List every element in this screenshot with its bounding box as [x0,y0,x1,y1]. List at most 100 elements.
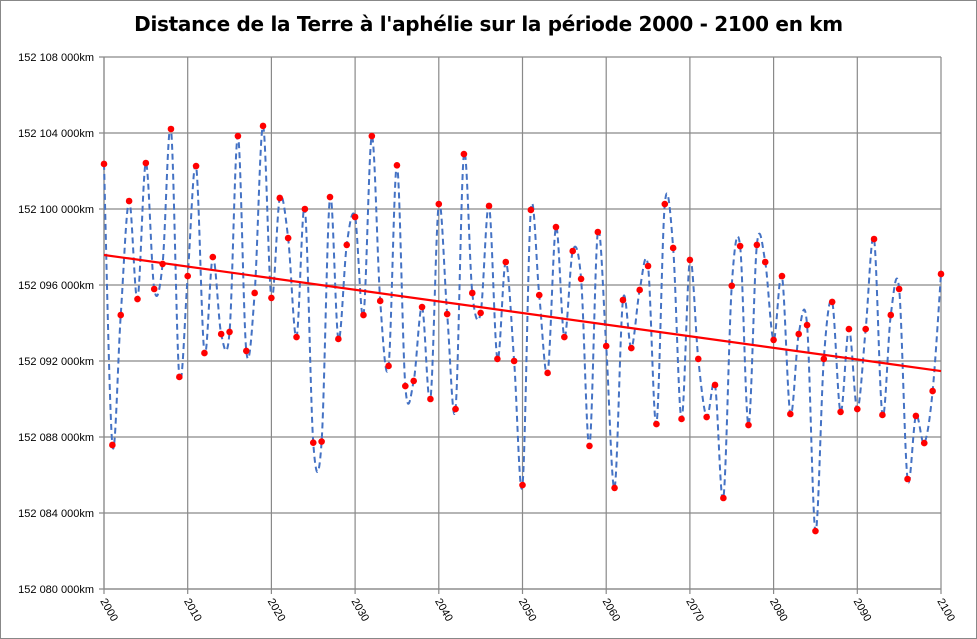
data-point [468,289,476,297]
data-point [402,382,409,390]
data-point [761,258,769,266]
x-tick-label: 2010 [181,597,204,624]
data-point [795,330,803,338]
data-point [502,258,510,266]
data-point [694,355,702,363]
data-point [745,421,752,429]
data-point [351,213,359,221]
data-point [644,262,652,270]
data-point [326,193,334,201]
data-point [510,357,518,365]
data-point [669,244,677,252]
data-point [594,228,602,236]
y-tick-label: 152 088 000km [18,432,94,444]
y-tick-label: 152 080 000km [18,584,94,596]
y-axis-ticks: 152 108 000km 152 104 000km 152 100 000km 1… [18,52,94,596]
x-tick-label: 2020 [265,597,288,624]
data-point [159,260,166,268]
data-point [904,475,911,483]
data-point [929,387,936,395]
data-point [828,298,836,306]
data-point [920,439,928,447]
data-point [427,395,434,403]
data-point [284,234,292,242]
y-tick-label: 152 108 000km [18,52,94,64]
data-point [435,200,443,208]
data-point [887,311,895,319]
data-point [309,439,317,447]
data-point [251,289,258,297]
data-point [879,411,886,419]
data-point [703,413,710,421]
data-point [242,347,250,355]
data-point [100,160,108,168]
data-point [602,342,610,350]
data-point [418,303,426,311]
data-point [619,296,627,304]
data-point [937,270,945,278]
y-tick-label: 152 104 000km [18,128,94,140]
data-point [736,242,744,250]
data-point [862,325,869,333]
data-point [552,223,560,231]
data-point [778,272,786,280]
data-point [301,205,309,213]
y-tick-label: 152 100 000km [18,204,94,216]
data-point [176,373,183,381]
data-point [728,282,736,290]
data-point [686,256,694,264]
data-point [787,410,794,418]
data-point [519,481,526,489]
data-point [343,241,351,249]
data-point [410,377,417,385]
trend [103,253,942,373]
data-point [268,294,275,302]
data-point [376,297,384,305]
data-point [217,330,225,338]
data-point [209,253,217,261]
data-point [201,349,208,357]
data-point [293,333,300,341]
data-point [636,286,643,294]
trend-line [103,253,942,373]
data-point [678,415,685,423]
data-point [150,285,158,293]
data-point [192,162,200,170]
data-point [234,132,242,140]
data-point [854,405,861,413]
data-point [661,200,669,208]
data-point [577,275,585,283]
data-point [837,408,844,416]
x-tick-label: 2100 [934,597,957,624]
data-point [134,295,141,303]
x-tick-label: 2070 [683,597,706,624]
data-point [226,328,233,336]
data-point [142,159,150,167]
data-point [443,310,451,318]
chart-title: Distance de la Terre à l'aphélie sur la … [134,12,843,36]
data-point [569,247,577,255]
x-tick-label: 2000 [97,597,120,624]
data-point [628,344,635,352]
data-point [845,325,853,333]
data-point [485,202,493,210]
data-point [184,272,191,280]
x-tick-label: 2050 [516,597,539,624]
data-point [125,197,133,205]
data-point [586,442,593,450]
data-point [527,206,535,214]
data-point [870,235,878,243]
data-point [720,494,727,502]
data-point [335,335,342,343]
data-point [452,405,459,413]
data-point [653,420,660,428]
data-point [895,285,903,293]
data-point [117,311,125,319]
x-tick-label: 2060 [600,597,623,624]
data-point [912,412,920,420]
data-point [318,438,325,445]
data-point [535,291,543,299]
data-point [360,311,367,319]
data-point [770,336,777,344]
